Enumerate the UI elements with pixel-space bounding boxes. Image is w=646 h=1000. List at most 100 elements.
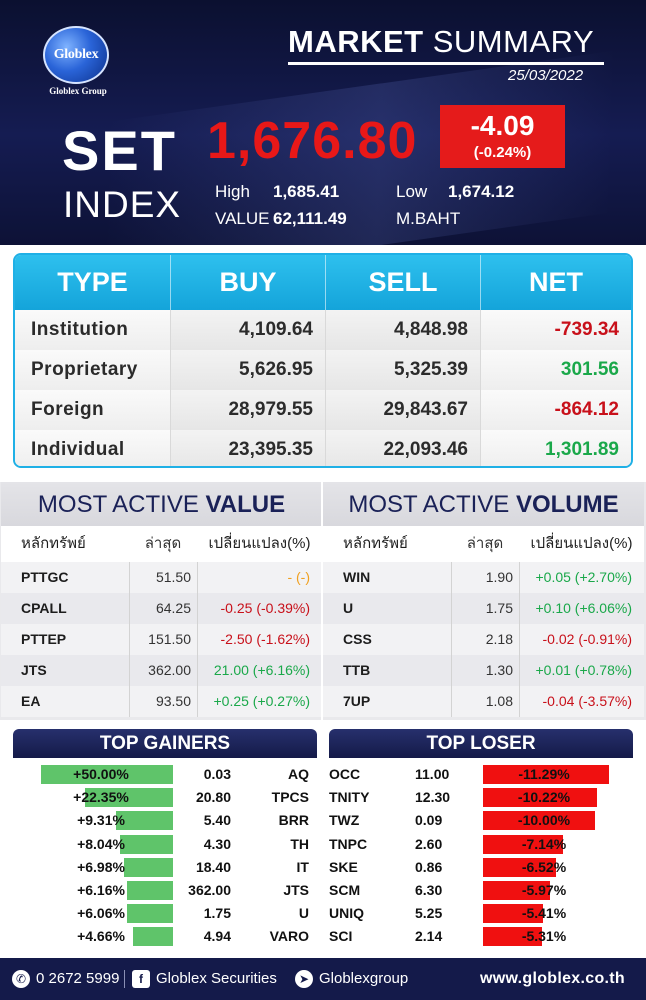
table-row: PTTGC 51.50- (-) <box>1 562 322 593</box>
loser-last: 5.25 <box>415 905 443 922</box>
header-sell: SELL <box>325 255 480 310</box>
last-price-cell: 1.30 <box>451 655 519 686</box>
loser-row: SKE 0.86 -6.52% <box>329 856 633 879</box>
report-date: 25/03/2022 <box>508 67 584 84</box>
loser-last: 0.86 <box>415 858 443 875</box>
loser-row: OCC 11.00 -11.29% <box>329 763 633 786</box>
change-cell: -0.02 (-0.91%) <box>519 624 644 655</box>
change-cell: +0.10 (+6.06%) <box>519 593 644 624</box>
most-active-volume-title: MOST ACTIVE VOLUME <box>323 482 644 526</box>
gainer-bar <box>126 881 173 900</box>
telegram-link[interactable]: ➤ Globlexgroup <box>295 958 408 1000</box>
loser-last: 11.00 <box>415 766 450 782</box>
investor-table-header: TYPE BUY SELL NET <box>15 255 631 310</box>
gainer-percent: +4.66% <box>77 928 125 945</box>
loser-last: 12.30 <box>415 789 451 806</box>
logo-text: Globlex <box>53 47 99 62</box>
value-amount: 62,111.49 <box>273 209 347 228</box>
last-price-cell: 51.50 <box>129 562 197 593</box>
high-value: 1,685.41 <box>273 182 340 201</box>
table-row: CPALL 64.25 -0.25 (-0.39%) <box>1 593 322 624</box>
last-price-cell: 1.08 <box>451 686 519 717</box>
gainer-bar <box>41 765 173 784</box>
loser-bar <box>483 904 544 924</box>
header-type: TYPE <box>57 267 128 297</box>
most-active-volume-header: หลักทรัพย์ ล่าสุด เปลี่ยนแปลง(%) <box>323 526 644 562</box>
title-light: MOST ACTIVE <box>37 491 199 518</box>
net-cell: 301.56 <box>480 350 631 390</box>
gainer-bar <box>120 834 173 854</box>
gainer-symbol: JTS <box>283 882 309 898</box>
gainer-percent: +6.98% <box>77 858 125 875</box>
globlex-logo: Globlex Globlex Group <box>43 26 113 96</box>
title-bold: VALUE <box>205 491 286 518</box>
investor-type-table: TYPE BUY SELL NET Institution 4,109.64 4,8… <box>13 253 633 468</box>
table-row: JTS 362.00 21.00 (+6.16%) <box>1 655 322 686</box>
most-active-value-title: MOST ACTIVE VALUE <box>1 482 322 526</box>
phone-contact[interactable]: ✆ 0 2672 5999 <box>12 958 119 1000</box>
set-index-value: 1,676.80 <box>207 112 418 170</box>
change-cell: -2.50 (-1.62%) <box>197 624 322 655</box>
gainer-last: 5.40 <box>203 812 231 829</box>
loser-percent: -7.14% <box>521 835 567 852</box>
last-price-cell: 64.25 <box>129 593 197 624</box>
most-active-volume-rows: WIN 1.90 +0.05 (+2.70%) U 1.75 +0.10 (+6.06%)… <box>323 562 644 717</box>
table-row: PTTEP 151.50 -2.50 (-1.62%) <box>1 624 322 655</box>
most-active-section: MOST ACTIVE VALUE หลักทรัพย์ ล่าสุด เปลี… <box>0 482 646 720</box>
top-loser-title: TOP LOSER <box>329 729 633 758</box>
gainer-percent: +22.35% <box>73 789 129 806</box>
loser-bar <box>483 834 563 854</box>
top-gainers-title: TOP GAINERS <box>13 729 317 758</box>
loser-symbol: SCI <box>329 928 353 945</box>
gainer-bar <box>84 788 173 808</box>
loser-last: 2.14 <box>415 928 443 945</box>
facebook-name: Globlex Securities <box>156 970 277 987</box>
loser-percent: -10.00% <box>517 812 571 829</box>
title-bold: MARKET <box>288 24 424 59</box>
loser-symbol: UNIQ <box>329 905 364 922</box>
most-active-value-header: หลักทรัพย์ ล่าสุด เปลี่ยนแปลง(%) <box>1 526 322 562</box>
buy-cell: 23,395.35 <box>170 430 325 466</box>
gainer-row: +6.98% 18.40 IT <box>13 856 317 879</box>
sell-cell: 4,848.98 <box>325 310 480 350</box>
symbol-cell: U <box>343 600 354 616</box>
gainer-bar <box>123 857 173 877</box>
symbol-cell: PTTEP <box>21 631 67 647</box>
gainer-percent: +50.00% <box>73 766 129 782</box>
gainer-symbol: TH <box>290 835 309 852</box>
title-light: SUMMARY <box>432 24 595 59</box>
change-points: -4.09 <box>470 110 535 141</box>
phone-icon: ✆ <box>12 970 30 989</box>
gainer-symbol: TPCS <box>271 789 309 806</box>
loser-symbol: OCC <box>329 766 361 782</box>
gainer-percent: +6.06% <box>77 905 125 922</box>
gainer-row: +22.35% 20.80 TPCS <box>13 786 317 809</box>
loser-percent: -6.52% <box>521 858 567 875</box>
most-active-value-rows: PTTGC 51.50- (-) CPALL 64.25 -0.25 (-0.39%) P… <box>1 562 322 717</box>
buy-cell: 4,109.64 <box>170 310 325 350</box>
loser-last: 6.30 <box>415 882 443 898</box>
loser-bar <box>483 788 598 808</box>
market-summary-header: Globlex Globlex Group MARKET SUMMARY 25/… <box>0 0 646 245</box>
table-row: TTB 1.30 +0.01 (+0.78%) <box>323 655 644 686</box>
title-light: MOST ACTIVE <box>348 491 510 518</box>
change-percent: (-0.24%) <box>473 144 532 161</box>
index-change-badge: -4.09 (-0.24%) <box>440 105 565 168</box>
phone-number: 0 2672 5999 <box>36 970 120 987</box>
last-price-cell: 1.90 <box>451 562 519 593</box>
gainer-symbol: VARO <box>269 928 309 945</box>
title-underline <box>288 62 604 65</box>
type-cell: Institution <box>15 310 170 350</box>
loser-percent: -5.31% <box>521 928 567 945</box>
last-price-cell: 151.50 <box>129 624 197 655</box>
loser-symbol: SKE <box>329 858 358 875</box>
website-link[interactable]: www.globlex.co.th <box>480 970 625 987</box>
most-active-volume-panel: MOST ACTIVE VOLUME หลักทรัพย์ ล่าสุด เปล… <box>323 482 644 720</box>
loser-symbol: TNITY <box>329 789 370 806</box>
gainer-last: 4.30 <box>203 835 231 852</box>
col-change: เปลี่ยนแปลง(%) <box>208 535 311 552</box>
change-cell: - (-) <box>197 562 322 593</box>
facebook-link[interactable]: f Globlex Securities <box>132 958 277 1000</box>
net-cell: -864.12 <box>480 390 631 430</box>
loser-symbol: SCM <box>329 882 361 898</box>
